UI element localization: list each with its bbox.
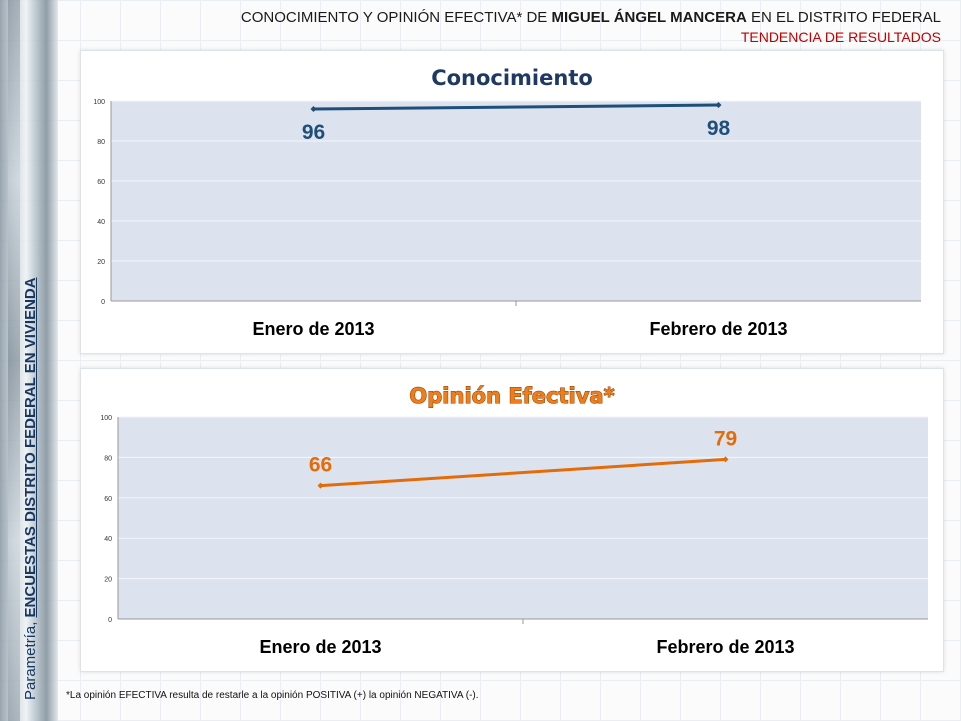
data-point: [715, 102, 722, 108]
y-tick-label: 20: [104, 577, 112, 584]
chart-conocimiento: Conocimiento 0 20 40 60 80 100 Enero de 2013 Feb…: [93, 66, 921, 339]
data-point: [722, 456, 729, 463]
y-tick-label: 100: [93, 99, 105, 106]
series-line: [313, 103, 719, 111]
y-tick-label: 60: [104, 496, 112, 503]
chart-title: Opinión Efectiva*: [409, 384, 614, 408]
plot-area: [118, 417, 928, 619]
data-point: [317, 482, 324, 489]
title-prefix: CONOCIMIENTO Y OPINIÓN EFECTIVA* DE: [240, 9, 552, 26]
data-label: 66: [309, 454, 332, 477]
x-category-label: Febrero de 2013: [649, 319, 787, 339]
y-tick-label: 0: [101, 299, 105, 306]
data-label: 98: [707, 117, 731, 140]
side-label: Parametría, ENCUESTAS DISTRITO FEDERAL E…: [22, 277, 39, 700]
chart-opinion-efectiva: Opinión Efectiva* 0 20 40 60 80 100 Enero de 20…: [100, 384, 928, 657]
chart-panel-conocimiento: Conocimiento 0 20 40 60 80 100 Enero de 2013 Feb…: [80, 50, 944, 354]
side-label-survey: ENCUESTAS DISTRITO FEDERAL EN VIVIENDA: [22, 277, 39, 618]
y-tick-label: 40: [97, 219, 105, 226]
y-tick-label: 60: [97, 179, 105, 186]
title-name: MIGUEL ÁNGEL MANCERA: [551, 9, 747, 26]
page-title: CONOCIMIENTO Y OPINIÓN EFECTIVA* DE MIGU…: [241, 9, 941, 26]
x-category-label: Enero de 2013: [252, 319, 374, 339]
footnote: *La opinión EFECTIVA resulta de restarle…: [66, 690, 479, 701]
y-tick-label: 80: [97, 139, 105, 146]
chart-title: Conocimiento: [431, 66, 593, 90]
y-tick-label: 40: [104, 536, 112, 543]
x-category-label: Enero de 2013: [259, 637, 381, 657]
chart-panel-opinion-efectiva: Opinión Efectiva* 0 20 40 60 80 100 Enero de 20…: [80, 368, 944, 672]
x-category-label: Febrero de 2013: [656, 637, 794, 657]
y-tick-label: 100: [100, 415, 112, 422]
plot-area: [111, 101, 921, 301]
decorative-tree-image: [0, 0, 58, 721]
y-tick-label: 0: [108, 617, 112, 624]
data-point: [310, 106, 317, 112]
side-label-brand: Parametría,: [22, 617, 39, 700]
y-tick-label: 20: [97, 259, 105, 266]
data-label: 96: [302, 121, 325, 144]
y-tick-label: 80: [104, 455, 112, 462]
page-subtitle: TENDENCIA DE RESULTADOS: [740, 29, 941, 45]
series-line: [320, 457, 726, 488]
title-suffix: EN EL DISTRITO FEDERAL: [746, 9, 941, 26]
data-label: 79: [714, 427, 737, 450]
